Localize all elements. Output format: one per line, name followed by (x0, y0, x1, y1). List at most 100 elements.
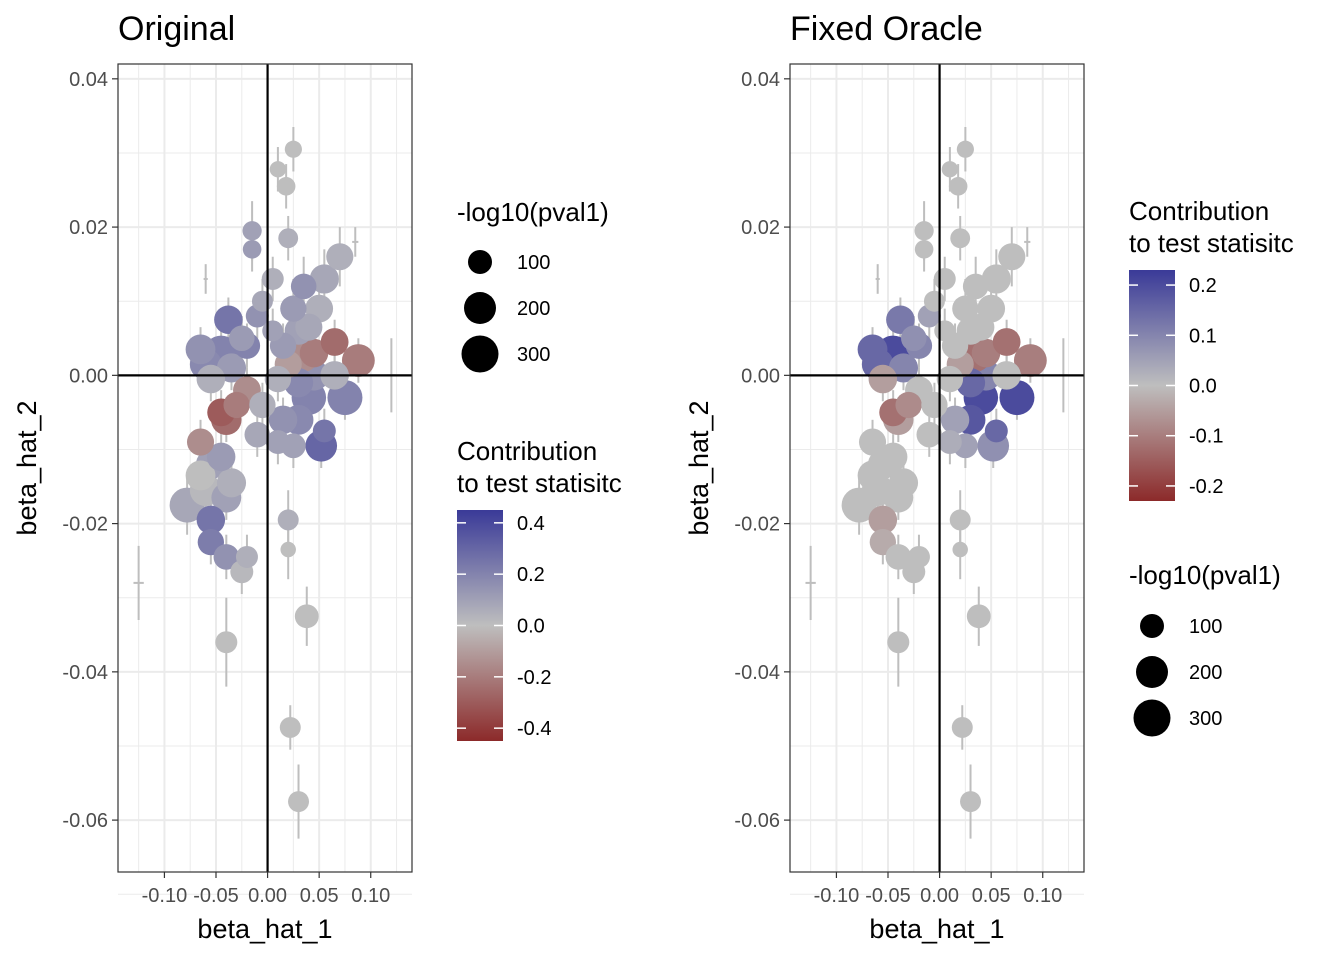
x-axis-title: beta_hat_1 (869, 914, 1004, 944)
data-point (933, 267, 956, 290)
data-point (858, 428, 887, 456)
colorbar-ticks: 0.2 0.1 0.0 -0.1 -0.2 (1129, 275, 1223, 498)
color-legend-title-line1: Contribution (1129, 196, 1269, 226)
data-point (885, 544, 912, 570)
data-point (971, 338, 1001, 368)
data-point (299, 338, 329, 368)
data-point (948, 177, 968, 196)
data-point (312, 419, 336, 443)
data-point (868, 364, 898, 394)
data-point (278, 228, 299, 249)
y-tick-label: 0.02 (741, 217, 780, 239)
colorbar-tick-label: 0.0 (1189, 376, 1217, 398)
data-point (981, 264, 1011, 294)
data-point (214, 305, 243, 334)
size-legend-label: 100 (1189, 616, 1222, 638)
data-point (213, 544, 240, 570)
size-legend-key-300 (1133, 699, 1171, 737)
data-point (921, 391, 948, 419)
data-point (262, 320, 284, 342)
y-tick-label: -0.06 (62, 810, 108, 832)
data-point (264, 365, 292, 393)
data-point (1013, 344, 1047, 377)
plot-border (789, 63, 1085, 873)
data-point (868, 505, 898, 535)
size-legend-label: 100 (517, 252, 550, 274)
color-legend-title-line2: to test statisitc (1129, 228, 1294, 258)
data-point (914, 221, 934, 241)
panel-fixed-oracle: Fixed Oracle 0.04 0.02 0.00 -0.02 -0.04 -0.06… (684, 10, 1294, 944)
data-point (216, 468, 247, 498)
y-tick-label: 0.00 (741, 365, 780, 387)
data-point (984, 419, 1008, 443)
colorbar-tick-label: 0.2 (517, 564, 545, 586)
data-point (967, 313, 995, 341)
size-legend-key-100 (1140, 614, 1164, 638)
data-point (244, 421, 271, 448)
data-point (326, 243, 354, 271)
panel-original: Original 0.04 0.02 0.00 -0.02 -0.04 -0.06 -0.… (12, 10, 622, 944)
data-point (288, 791, 310, 813)
data-point (951, 716, 973, 738)
data-point (284, 140, 302, 158)
x-tick-label: 0.10 (1023, 885, 1062, 907)
panel-title: Original (118, 10, 235, 48)
data-point (320, 328, 349, 356)
size-legend-key-100 (468, 250, 492, 274)
data-point (952, 541, 968, 558)
data-point (268, 405, 298, 435)
size-legend-key-200 (464, 292, 496, 324)
x-axis-title: beta_hat_1 (197, 914, 332, 944)
data-point (940, 405, 970, 435)
y-axis-title: beta_hat_2 (12, 400, 42, 535)
data-point (937, 430, 962, 454)
colorbar-tick-label: -0.1 (1189, 426, 1223, 448)
data-point (857, 460, 888, 491)
x-tick-label: 0.00 (920, 885, 959, 907)
data-point (309, 264, 339, 294)
colorbar-tick-label: -0.2 (517, 667, 551, 689)
y-axis: 0.04 0.02 0.00 -0.02 -0.04 -0.06 (734, 69, 790, 832)
y-tick-label: -0.02 (62, 514, 108, 536)
data-point (886, 305, 915, 334)
data-point (952, 295, 979, 322)
size-legend: -log10(pval1) 100 200 300 (457, 197, 609, 373)
x-tick-label: 0.00 (248, 885, 287, 907)
data-point (962, 273, 989, 300)
x-tick-label: -0.05 (193, 885, 239, 907)
data-point (887, 631, 910, 654)
data-point (242, 221, 262, 241)
data-point (895, 391, 922, 419)
plot-area (117, 63, 413, 895)
data-point (242, 240, 262, 259)
data-point (914, 240, 934, 259)
data-point (998, 243, 1026, 271)
x-tick-label: 0.05 (300, 885, 339, 907)
data-point (280, 541, 296, 558)
data-point (186, 428, 215, 456)
data-point (261, 267, 284, 290)
data-point (215, 631, 238, 654)
data-point (185, 334, 216, 365)
x-tick-label: -0.05 (865, 885, 911, 907)
size-legend-title: -log10(pval1) (457, 197, 609, 227)
data-point (294, 604, 319, 629)
size-legend-title: -log10(pval1) (1129, 560, 1281, 590)
data-point (279, 716, 301, 738)
data-point (249, 391, 276, 419)
color-legend: Contribution to test statisitc 0.4 0.2 0.0… (457, 436, 622, 741)
y-tick-label: 0.00 (69, 365, 108, 387)
x-tick-label: -0.10 (142, 885, 188, 907)
data-point (907, 545, 930, 568)
data-point (888, 468, 919, 498)
x-axis: -0.10 -0.05 0.00 0.05 0.10 (814, 872, 1062, 907)
data-point (341, 344, 375, 377)
size-legend-label: 300 (517, 344, 550, 366)
colorbar-tick-label: -0.4 (517, 718, 551, 740)
x-tick-label: 0.05 (972, 885, 1011, 907)
size-legend: -log10(pval1) 100 200 300 (1129, 560, 1281, 737)
data-point (923, 290, 945, 312)
data-point (229, 325, 255, 352)
panel-title: Fixed Oracle (790, 10, 983, 48)
y-tick-label: -0.04 (62, 662, 108, 684)
